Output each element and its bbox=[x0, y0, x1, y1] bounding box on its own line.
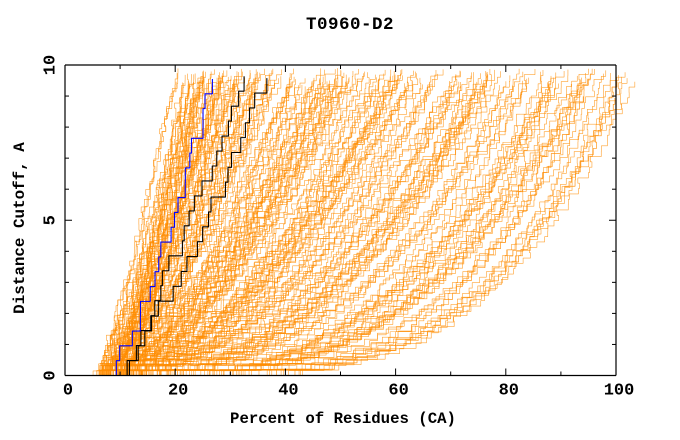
svg-text:20: 20 bbox=[168, 382, 188, 401]
svg-text:80: 80 bbox=[499, 382, 519, 401]
svg-text:40: 40 bbox=[278, 382, 298, 401]
svg-text:10: 10 bbox=[42, 55, 61, 75]
svg-text:0: 0 bbox=[42, 370, 61, 380]
svg-text:5: 5 bbox=[42, 215, 61, 225]
svg-text:100: 100 bbox=[604, 382, 635, 401]
svg-text:0: 0 bbox=[63, 382, 73, 401]
svg-text:60: 60 bbox=[388, 382, 408, 401]
